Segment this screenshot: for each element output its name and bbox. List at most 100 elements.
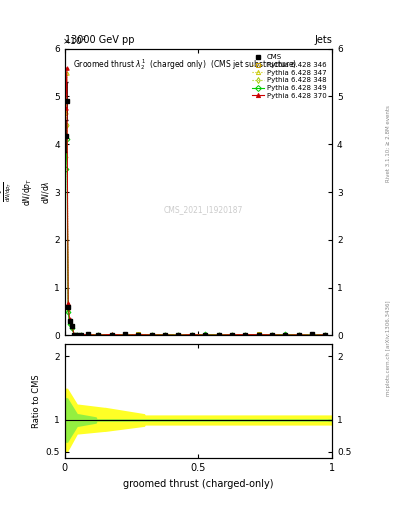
Pythia 6.428 346 — [96, 332, 101, 338]
Line: Pythia 6.428 348: Pythia 6.428 348 — [64, 123, 327, 337]
Pythia 6.428 370 — [163, 332, 167, 338]
Pythia 6.428 347 — [230, 332, 234, 338]
Pythia 6.428 349 — [323, 332, 328, 338]
Pythia 6.428 346 — [270, 332, 274, 338]
Pythia 6.428 347 — [243, 332, 248, 338]
Pythia 6.428 346 — [66, 304, 71, 310]
Text: Groomed thrust $\lambda_{2}^{1}$  (charged only)  (CMS jet substructure): Groomed thrust $\lambda_{2}^{1}$ (charge… — [73, 57, 297, 72]
Pythia 6.428 348 — [72, 332, 77, 338]
Pythia 6.428 349 — [63, 166, 68, 172]
Pythia 6.428 349 — [149, 332, 154, 338]
Pythia 6.428 349 — [109, 332, 114, 338]
Pythia 6.428 349 — [67, 321, 72, 327]
Pythia 6.428 370 — [203, 332, 208, 338]
Pythia 6.428 347 — [67, 316, 72, 323]
Pythia 6.428 370 — [75, 331, 79, 337]
Pythia 6.428 349 — [69, 325, 74, 331]
Pythia 6.428 346 — [69, 323, 74, 329]
Line: Pythia 6.428 349: Pythia 6.428 349 — [64, 138, 327, 337]
Pythia 6.428 349 — [72, 332, 77, 338]
Pythia 6.428 370 — [72, 332, 77, 338]
Pythia 6.428 346 — [79, 332, 83, 338]
Pythia 6.428 349 — [216, 332, 221, 338]
Pythia 6.428 349 — [203, 331, 208, 337]
Pythia 6.428 370 — [123, 332, 127, 338]
Pythia 6.428 348 — [136, 332, 141, 338]
Pythia 6.428 346 — [310, 332, 314, 338]
Pythia 6.428 349 — [79, 332, 83, 338]
Pythia 6.428 346 — [149, 331, 154, 337]
Line: Pythia 6.428 346: Pythia 6.428 346 — [64, 99, 327, 337]
Pythia 6.428 346 — [203, 332, 208, 338]
Text: Jets: Jets — [314, 35, 332, 45]
Pythia 6.428 348 — [67, 320, 72, 326]
Pythia 6.428 370 — [66, 300, 71, 306]
Pythia 6.428 346 — [243, 332, 248, 338]
Legend: CMS, Pythia 6.428 346, Pythia 6.428 347, Pythia 6.428 348, Pythia 6.428 349, Pyt: CMS, Pythia 6.428 346, Pythia 6.428 347,… — [250, 52, 329, 101]
Pythia 6.428 348 — [296, 332, 301, 338]
Pythia 6.428 370 — [189, 331, 194, 337]
Pythia 6.428 347 — [64, 70, 69, 76]
Pythia 6.428 347 — [323, 332, 328, 338]
Pythia 6.428 347 — [216, 332, 221, 338]
Pythia 6.428 348 — [270, 332, 274, 338]
Pythia 6.428 346 — [216, 332, 221, 338]
Pythia 6.428 348 — [75, 332, 79, 338]
Pythia 6.428 347 — [149, 332, 154, 338]
Pythia 6.428 349 — [230, 332, 234, 338]
Pythia 6.428 349 — [270, 332, 274, 338]
Pythia 6.428 346 — [256, 331, 261, 337]
Pythia 6.428 348 — [243, 332, 248, 338]
Pythia 6.428 347 — [136, 332, 141, 338]
Pythia 6.428 348 — [79, 332, 83, 338]
Pythia 6.428 349 — [123, 332, 127, 338]
Pythia 6.428 349 — [75, 331, 79, 337]
Pythia 6.428 370 — [323, 332, 328, 338]
Text: CMS_2021_I1920187: CMS_2021_I1920187 — [164, 205, 244, 214]
Pythia 6.428 349 — [66, 309, 71, 315]
Pythia 6.428 370 — [79, 331, 83, 337]
Pythia 6.428 346 — [85, 332, 90, 338]
Pythia 6.428 348 — [283, 332, 288, 338]
Pythia 6.428 348 — [69, 324, 74, 330]
Pythia 6.428 347 — [96, 332, 101, 338]
Pythia 6.428 346 — [163, 332, 167, 338]
Pythia 6.428 348 — [123, 332, 127, 338]
Pythia 6.428 348 — [256, 332, 261, 338]
Y-axis label: Ratio to CMS: Ratio to CMS — [33, 374, 41, 428]
Pythia 6.428 346 — [296, 332, 301, 338]
Line: Pythia 6.428 347: Pythia 6.428 347 — [64, 71, 327, 337]
Pythia 6.428 348 — [216, 332, 221, 338]
Pythia 6.428 348 — [64, 122, 69, 128]
Pythia 6.428 347 — [296, 332, 301, 338]
Pythia 6.428 347 — [69, 322, 74, 328]
Pythia 6.428 347 — [72, 332, 77, 338]
Pythia 6.428 370 — [109, 331, 114, 337]
Pythia 6.428 370 — [85, 332, 90, 338]
Pythia 6.428 347 — [163, 332, 167, 338]
Pythia 6.428 349 — [136, 332, 141, 338]
Pythia 6.428 370 — [149, 332, 154, 338]
Pythia 6.428 348 — [96, 332, 101, 338]
Pythia 6.428 347 — [256, 331, 261, 337]
Pythia 6.428 349 — [310, 332, 314, 338]
Pythia 6.428 347 — [189, 332, 194, 338]
Line: Pythia 6.428 370: Pythia 6.428 370 — [64, 66, 327, 337]
Pythia 6.428 370 — [176, 332, 181, 338]
Pythia 6.428 348 — [163, 331, 167, 337]
Pythia 6.428 346 — [72, 332, 77, 338]
Pythia 6.428 348 — [310, 332, 314, 338]
Pythia 6.428 346 — [75, 332, 79, 338]
Pythia 6.428 370 — [63, 105, 68, 111]
Pythia 6.428 349 — [176, 332, 181, 338]
Pythia 6.428 370 — [283, 332, 288, 338]
Pythia 6.428 349 — [189, 332, 194, 338]
Pythia 6.428 349 — [243, 332, 248, 338]
Pythia 6.428 346 — [230, 332, 234, 338]
Pythia 6.428 346 — [67, 318, 72, 325]
Pythia 6.428 370 — [270, 332, 274, 338]
Pythia 6.428 347 — [310, 332, 314, 338]
Text: 13000 GeV pp: 13000 GeV pp — [65, 35, 134, 45]
Pythia 6.428 346 — [109, 332, 114, 338]
Pythia 6.428 348 — [109, 332, 114, 338]
